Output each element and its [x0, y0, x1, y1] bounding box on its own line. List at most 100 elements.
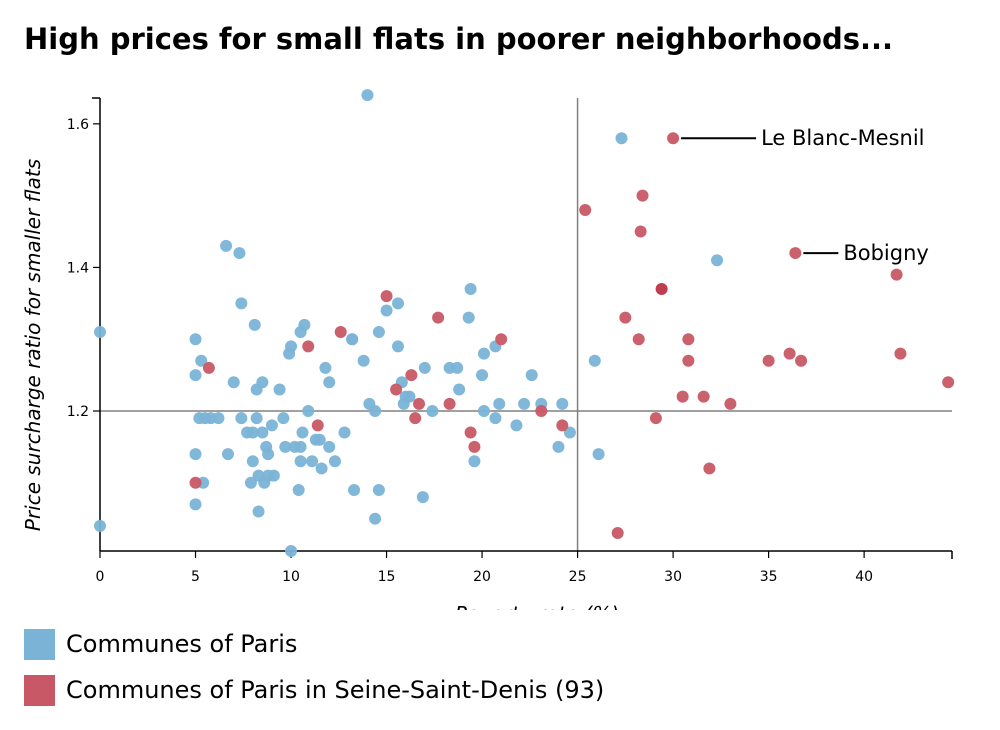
x-tick-label: 30 — [664, 569, 682, 585]
data-point-paris — [476, 369, 489, 382]
scatter-chart: 0 5 10 15 20 25 30 35 40 1.2 1.4 1.6 Le Blanc-Mesni… — [21, 89, 955, 610]
data-point-paris — [285, 340, 298, 353]
data-point-seine-saint-denis — [189, 476, 202, 489]
data-point-seine-saint-denis — [202, 361, 215, 374]
data-point-paris — [464, 282, 477, 295]
legend-item-paris: Communes of Paris — [24, 629, 724, 663]
data-point-paris — [256, 426, 269, 439]
data-point-seine-saint-denis — [413, 397, 426, 410]
data-point-paris — [552, 440, 565, 453]
data-point-paris — [615, 132, 628, 145]
data-point-paris — [306, 455, 319, 468]
data-points — [94, 89, 955, 557]
data-point-paris — [588, 354, 601, 367]
data-point-seine-saint-denis — [632, 333, 645, 346]
legend-item-seine-saint-denis: Communes of Paris in Seine-Saint-Denis (… — [24, 675, 724, 709]
data-point-seine-saint-denis — [495, 333, 508, 346]
data-point-seine-saint-denis — [464, 426, 477, 439]
data-point-paris — [277, 412, 290, 425]
data-point-paris — [296, 426, 309, 439]
data-point-paris — [369, 512, 382, 525]
data-point-seine-saint-denis — [649, 412, 662, 425]
data-point-seine-saint-denis — [894, 347, 907, 360]
data-point-seine-saint-denis — [795, 354, 808, 367]
data-point-paris — [323, 440, 336, 453]
data-point-seine-saint-denis — [405, 369, 418, 382]
data-point-paris — [493, 397, 506, 410]
y-tick-label: 1.4 — [67, 260, 89, 276]
data-point-paris — [416, 491, 429, 504]
data-point-seine-saint-denis — [619, 311, 632, 324]
data-point-paris — [235, 412, 248, 425]
data-point-paris — [346, 333, 359, 346]
data-point-paris — [285, 545, 298, 557]
data-point-paris — [372, 483, 385, 496]
data-point-paris — [489, 412, 502, 425]
data-point-paris — [462, 311, 475, 324]
data-point-paris — [392, 297, 405, 310]
data-point-seine-saint-denis — [311, 419, 324, 432]
data-point-paris — [357, 354, 370, 367]
data-point-paris — [361, 89, 374, 102]
data-point-paris — [189, 369, 202, 382]
data-point-paris — [220, 239, 233, 252]
data-point-paris — [233, 247, 246, 260]
legend-label-paris: Communes of Paris — [66, 630, 298, 658]
data-point-paris — [294, 455, 307, 468]
data-point-paris — [189, 498, 202, 511]
data-point-paris — [313, 433, 326, 446]
data-point-paris — [298, 318, 311, 331]
data-point-seine-saint-denis — [703, 462, 716, 475]
data-point-paris — [235, 297, 248, 310]
data-point-paris — [189, 448, 202, 461]
data-point-seine-saint-denis — [556, 419, 569, 432]
data-point-paris — [392, 340, 405, 353]
data-point-seine-saint-denis — [783, 347, 796, 360]
data-point-paris — [453, 383, 466, 396]
data-point-paris — [477, 347, 490, 360]
data-point-paris — [372, 326, 385, 339]
legend-label-seine-saint-denis: Communes of Paris in Seine-Saint-Denis (… — [66, 676, 605, 704]
y-tick-label: 1.2 — [67, 404, 89, 420]
data-point-seine-saint-denis — [890, 268, 903, 281]
data-point-seine-saint-denis — [676, 390, 689, 403]
data-point-seine-saint-denis — [636, 189, 649, 202]
x-tick-label: 20 — [473, 569, 491, 585]
data-point-paris — [221, 448, 234, 461]
x-tick-label: 10 — [282, 569, 300, 585]
x-axis-label: Poverty rate (%) — [455, 602, 619, 610]
annotation-label: Bobigny — [843, 241, 929, 265]
y-axis-label: Price surcharge ratio for smaller flats — [21, 159, 45, 531]
data-point-seine-saint-denis — [409, 412, 422, 425]
data-point-paris — [250, 412, 263, 425]
data-point-paris — [711, 254, 724, 267]
data-point-paris — [94, 326, 106, 339]
data-point-paris — [315, 462, 328, 475]
data-point-paris — [380, 304, 393, 317]
data-point-paris — [477, 405, 490, 418]
reference-lines — [100, 98, 952, 551]
data-point-paris — [510, 419, 523, 432]
data-point-paris — [244, 476, 257, 489]
annotations: Le Blanc-Mesnil Bobigny — [681, 126, 929, 265]
data-point-seine-saint-denis — [682, 354, 695, 367]
data-point-paris — [279, 440, 292, 453]
data-point-paris — [323, 376, 336, 389]
data-point-paris — [262, 448, 275, 461]
legend-swatch-paris — [24, 629, 55, 660]
data-point-paris — [246, 426, 259, 439]
data-point-seine-saint-denis — [579, 203, 592, 216]
data-point-paris — [592, 448, 605, 461]
data-point-paris — [189, 333, 202, 346]
data-point-paris — [246, 455, 259, 468]
chart-title: High prices for small flats in poorer ne… — [24, 22, 894, 56]
data-point-seine-saint-denis — [443, 397, 456, 410]
data-point-paris — [518, 397, 531, 410]
data-point-paris — [267, 469, 280, 482]
data-point-paris — [294, 440, 307, 453]
x-tick-label: 25 — [569, 569, 587, 585]
data-point-seine-saint-denis — [697, 390, 710, 403]
data-point-seine-saint-denis — [667, 132, 680, 145]
data-point-paris — [403, 390, 416, 403]
data-point-paris — [525, 369, 538, 382]
